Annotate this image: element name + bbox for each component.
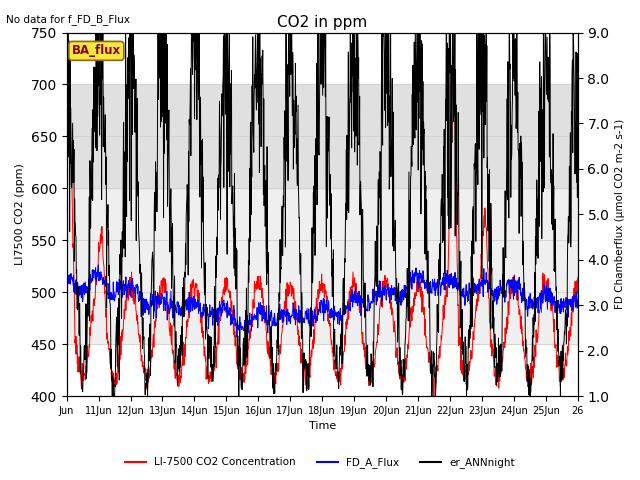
Bar (67, 188, 578, 344)
Y-axis label: FD Chamberflux (μmol CO2 m-2 s-1): FD Chamberflux (μmol CO2 m-2 s-1) (615, 119, 625, 310)
Y-axis label: LI7500 CO2 (ppm): LI7500 CO2 (ppm) (15, 163, 25, 265)
Bar (67, 84, 578, 188)
Legend: LI-7500 CO2 Concentration, FD_A_Flux, er_ANNnight: LI-7500 CO2 Concentration, FD_A_Flux, er… (121, 453, 519, 472)
Text: No data for f_FD_B_Flux: No data for f_FD_B_Flux (6, 14, 131, 25)
Text: BA_flux: BA_flux (72, 44, 121, 58)
Title: CO2 in ppm: CO2 in ppm (277, 15, 367, 30)
X-axis label: Time: Time (308, 421, 336, 432)
